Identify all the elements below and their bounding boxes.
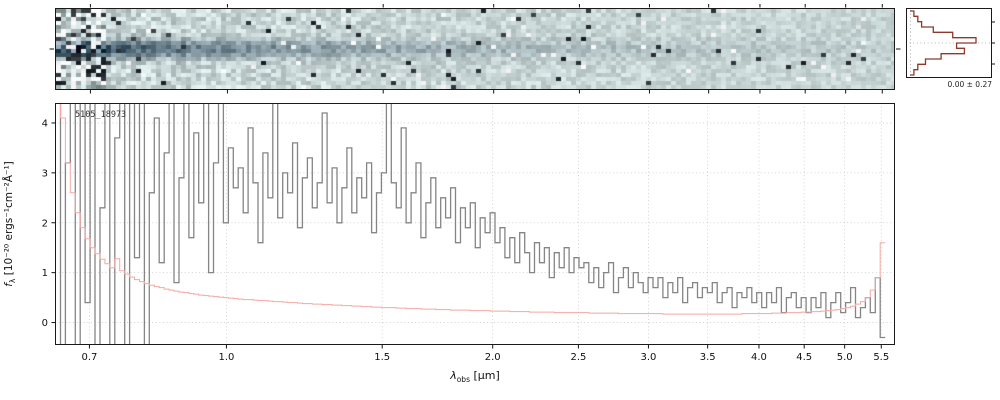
x-tick-label: 4.5	[796, 352, 812, 363]
x-tick-label: 5.5	[873, 352, 889, 363]
y-tick-label: 4	[42, 118, 48, 129]
x-tick-label: 4.0	[751, 352, 767, 363]
y-tick-label: 3	[42, 168, 48, 179]
y-tick-label: 1	[42, 268, 48, 279]
x-axis-label: λobs [μm]	[55, 369, 895, 384]
x-tick-label: 3.5	[700, 352, 716, 363]
x-tick-label: 2.5	[570, 352, 586, 363]
object-id-label: 5105_18973	[75, 110, 126, 120]
residual-histogram-panel	[906, 8, 992, 78]
y-axis-label: fλ [10⁻²⁰ ergs⁻¹cm⁻²Å⁻¹]	[3, 103, 18, 345]
x-tick-label: 1.5	[374, 352, 390, 363]
spectrum-1d-panel: 0.71.01.52.02.53.03.54.04.55.05.501234 5…	[55, 103, 895, 345]
y-axis-unit: [10⁻²⁰ ergs⁻¹cm⁻²Å⁻¹]	[3, 161, 15, 278]
histogram-stats-label: 0.00 ± 0.27	[900, 80, 992, 89]
residual-histogram	[906, 8, 992, 78]
x-tick-label: 3.0	[640, 352, 656, 363]
x-axis-unit: [μm]	[470, 369, 500, 382]
y-tick-label: 0	[42, 318, 48, 329]
y-tick-label: 2	[42, 218, 48, 229]
flux-symbol: f	[3, 283, 15, 287]
y-axis-subscript: λ	[8, 279, 17, 283]
spectrum-2d-panel	[55, 8, 895, 90]
spectrum-1d-plot: 0.71.01.52.02.53.03.54.04.55.05.501234	[55, 103, 895, 345]
x-tick-label: 5.0	[837, 352, 853, 363]
x-tick-label: 2.0	[485, 352, 501, 363]
spectrum-2d-ticks	[56, 9, 894, 89]
spectrum-figure: 0.00 ± 0.27 0.71.01.52.02.53.03.54.04.55…	[0, 0, 1000, 400]
x-axis-subscript: obs	[457, 375, 470, 384]
x-tick-label: 0.7	[81, 352, 97, 363]
x-tick-label: 1.0	[218, 352, 234, 363]
